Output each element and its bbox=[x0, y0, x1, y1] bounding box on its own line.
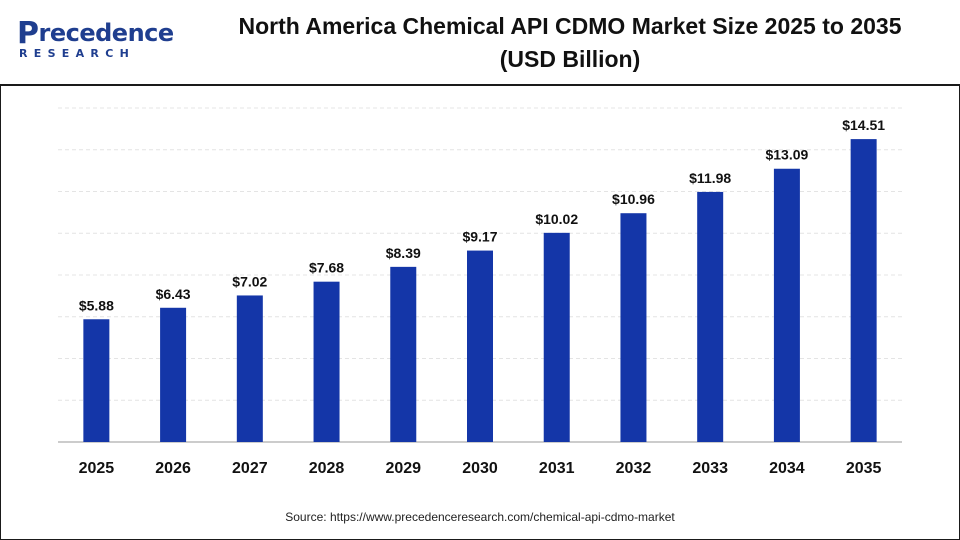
header: Precedence RESEARCH North America Chemic… bbox=[0, 0, 960, 86]
bar-2025 bbox=[83, 319, 110, 442]
bar-2031 bbox=[543, 232, 570, 442]
data-label-2025: $5.88 bbox=[79, 297, 114, 313]
bar-2028 bbox=[313, 281, 340, 442]
data-label-2035: $14.51 bbox=[842, 117, 885, 133]
bar-2026 bbox=[160, 307, 187, 442]
data-label-2026: $6.43 bbox=[156, 286, 191, 302]
x-tick-label-2032: 2032 bbox=[616, 460, 652, 477]
x-tick-label-2030: 2030 bbox=[462, 460, 498, 477]
chart-title-line-2: (USD Billion) bbox=[499, 46, 641, 72]
logo-initial: P bbox=[17, 16, 39, 51]
x-tick-label-2026: 2026 bbox=[155, 460, 191, 477]
bar-2027 bbox=[236, 295, 263, 442]
x-tick-label-2035: 2035 bbox=[846, 460, 882, 477]
data-label-2030: $9.17 bbox=[462, 229, 497, 245]
data-label-2027: $7.02 bbox=[232, 273, 267, 289]
source-note: Source: https://www.precedenceresearch.c… bbox=[285, 510, 675, 524]
bar-2034 bbox=[773, 168, 800, 442]
data-label-2029: $8.39 bbox=[386, 245, 421, 261]
data-label-2033: $11.98 bbox=[689, 170, 731, 186]
logo-subtitle: RESEARCH bbox=[19, 47, 136, 60]
bar-2033 bbox=[697, 191, 724, 442]
bar-chart: $5.88 2025 $6.43 2026 $7.02 2027 $7.68 2028 $8.3… bbox=[58, 107, 902, 477]
bar-2035 bbox=[850, 139, 877, 442]
x-tick-label-2033: 2033 bbox=[692, 460, 728, 477]
x-tick-label-2025: 2025 bbox=[79, 460, 115, 477]
bar-2032 bbox=[620, 213, 647, 442]
chart-title-line-1: North America Chemical API CDMO Market S… bbox=[238, 13, 902, 39]
logo-wordmark: recedence bbox=[38, 19, 175, 47]
data-label-2028: $7.68 bbox=[309, 260, 344, 276]
x-tick-label-2034: 2034 bbox=[769, 460, 805, 477]
chart-title: North America Chemical API CDMO Market S… bbox=[190, 10, 950, 76]
x-tick-label-2028: 2028 bbox=[309, 460, 345, 477]
data-label-2031: $10.02 bbox=[535, 211, 578, 227]
x-tick-label-2027: 2027 bbox=[232, 460, 268, 477]
x-tick-label-2031: 2031 bbox=[539, 460, 575, 477]
data-label-2034: $13.09 bbox=[765, 147, 808, 163]
bar-2030 bbox=[467, 250, 493, 442]
precedence-research-logo: Precedence RESEARCH bbox=[17, 14, 174, 70]
x-tick-label-2029: 2029 bbox=[385, 460, 421, 477]
bar-2029 bbox=[390, 266, 417, 442]
data-label-2032: $10.96 bbox=[612, 191, 655, 207]
